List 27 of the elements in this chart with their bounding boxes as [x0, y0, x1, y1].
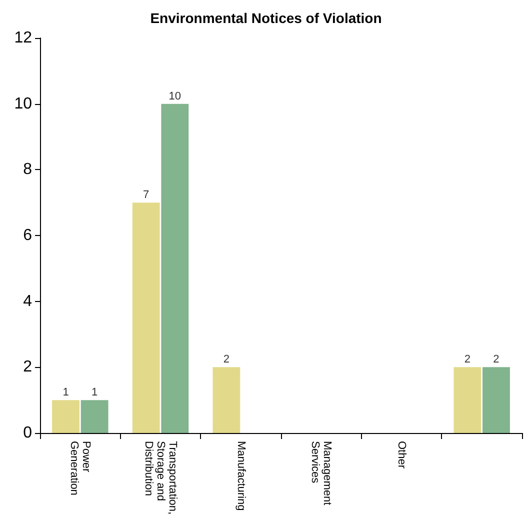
y-tick-label: 10 — [14, 95, 32, 112]
bar — [212, 367, 240, 433]
bar — [80, 400, 108, 433]
data-label: 2 — [223, 354, 230, 366]
x-tick-label: Transportation, Storage and Distribution — [142, 441, 178, 518]
y-tick-label: 2 — [23, 358, 32, 376]
data-label: 1 — [62, 386, 69, 399]
bar — [454, 367, 482, 433]
chart-title: Environmental Notices of Violation — [150, 10, 382, 26]
bar — [482, 367, 510, 433]
bar — [52, 400, 80, 433]
x-tick-label: Management Services — [309, 441, 334, 508]
x-tick-label: Manufacturing — [234, 441, 247, 511]
y-tick-label: 6 — [23, 227, 32, 244]
data-label: 10 — [168, 90, 182, 102]
y-tick-label: 12 — [14, 30, 32, 46]
x-tick-label: Power Generation — [68, 441, 92, 496]
y-tick-label: 0 — [23, 424, 32, 442]
data-label: 1 — [92, 386, 98, 399]
data-label: 7 — [143, 189, 150, 202]
y-tick-label: 8 — [23, 161, 32, 178]
y-tick-label: 4 — [23, 292, 32, 310]
bar — [161, 104, 189, 433]
bar — [132, 202, 160, 433]
data-label: 2 — [493, 354, 500, 366]
data-label: 2 — [464, 354, 470, 366]
x-tick-label: Other — [396, 441, 408, 469]
